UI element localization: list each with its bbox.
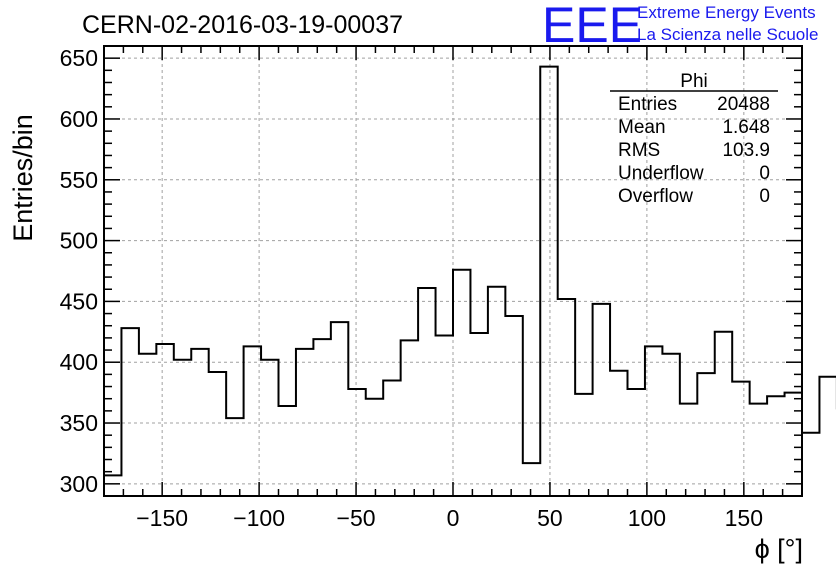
stats-title: Phi: [680, 71, 707, 92]
histogram-bin: [191, 349, 208, 496]
histogram-bin: [732, 382, 749, 496]
stats-box: Phi Entries 20488 Mean 1.648 RMS 103.9 U…: [610, 71, 778, 207]
histogram-bin: [436, 335, 453, 496]
plot-frame: [103, 45, 803, 497]
stat-entries-value: 20488: [717, 94, 770, 115]
chart-title: CERN-02-2016-03-19-00037: [82, 11, 403, 39]
histogram-bin: [174, 360, 191, 496]
histogram-bin: [802, 433, 819, 496]
x-axis-label: ϕ [°]: [755, 534, 803, 564]
stat-rms-value: 103.9: [722, 140, 770, 161]
y-tick-label: 450: [60, 288, 98, 314]
histogram-bin: [401, 340, 418, 496]
histogram-bin: [523, 463, 540, 496]
histogram-bin: [279, 406, 296, 496]
axis-ticks: [103, 45, 803, 497]
stat-mean-value: 1.648: [722, 117, 770, 138]
histogram-bin: [366, 399, 383, 496]
y-tick-label: 650: [60, 45, 98, 71]
x-tick-label: −50: [337, 505, 376, 531]
x-tick-label: 50: [537, 505, 563, 531]
stat-underflow-label: Underflow: [618, 163, 704, 184]
histogram-bin: [418, 288, 435, 496]
histogram-bin: [785, 393, 802, 496]
histogram-outline: [103, 65, 836, 496]
histogram-bin: [697, 373, 714, 496]
stat-mean-label: Mean: [618, 117, 666, 138]
histogram-bin: [313, 339, 330, 496]
histogram-bin: [209, 372, 226, 496]
histogram-bin: [470, 333, 487, 496]
logo-line-1: Extreme Energy Events: [637, 3, 816, 22]
x-tick-labels: −150 −100 −50 0 50 100 150: [136, 505, 763, 531]
histogram-bin: [296, 349, 313, 496]
y-tick-labels: 300 350 400 450 500 550 600 650: [60, 45, 98, 497]
histogram-bin: [244, 346, 261, 496]
histogram-bin: [121, 328, 138, 496]
histogram-bin: [680, 404, 697, 496]
x-tick-label: 100: [628, 505, 666, 531]
histogram-bin: [645, 346, 662, 496]
histogram-bin: [331, 322, 348, 496]
histogram-bin: [715, 332, 732, 496]
y-tick-label: 500: [60, 228, 98, 254]
histogram-bin: [750, 404, 767, 496]
stat-overflow-label: Overflow: [618, 186, 693, 207]
y-tick-label: 300: [60, 471, 98, 497]
logo-text: EEE: [542, 0, 642, 53]
histogram-bin: [453, 270, 470, 496]
histogram-bin: [139, 354, 156, 496]
histogram-bin: [104, 475, 121, 496]
histogram-bin: [383, 380, 400, 496]
x-tick-label: 0: [447, 505, 460, 531]
histogram-bin: [505, 316, 522, 496]
histogram-bin: [558, 299, 575, 496]
histogram-bin: [488, 287, 505, 496]
histogram-bin: [819, 377, 836, 496]
stat-rms-label: RMS: [618, 140, 660, 161]
y-tick-label: 550: [60, 167, 98, 193]
y-tick-label: 350: [60, 410, 98, 436]
histogram-bin: [261, 360, 278, 496]
histogram-bin: [628, 389, 645, 496]
histogram-bin: [610, 371, 627, 496]
stat-underflow-value: 0: [759, 163, 770, 184]
histogram-bin: [156, 344, 173, 496]
x-tick-label: 150: [725, 505, 763, 531]
stat-overflow-value: 0: [759, 186, 770, 207]
eee-logo: EEE Extreme Energy Events La Scienza nel…: [542, 0, 818, 53]
histogram-bin: [226, 418, 243, 496]
stat-entries-label: Entries: [618, 94, 677, 115]
y-tick-label: 400: [60, 349, 98, 375]
histogram-bin: [593, 304, 610, 496]
x-tick-label: −100: [233, 505, 285, 531]
logo-line-2: La Scienza nelle Scuole: [637, 25, 818, 44]
x-tick-label: −150: [136, 505, 188, 531]
histogram-bin: [662, 354, 679, 496]
histogram-bin: [767, 396, 784, 496]
histogram-bin: [540, 67, 557, 496]
histogram-bin: [575, 394, 592, 496]
histogram-bin: [348, 389, 365, 496]
y-tick-label: 600: [60, 106, 98, 132]
y-axis-label: Entries/bin: [8, 114, 38, 242]
